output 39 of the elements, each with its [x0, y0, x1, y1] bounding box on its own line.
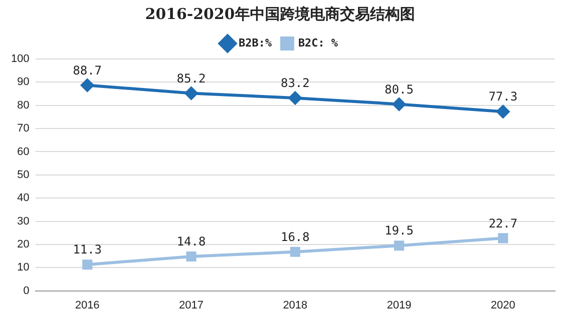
point [290, 246, 300, 257]
y-tick-label: 100 [10, 53, 30, 66]
x-tick-label: 2019 [386, 299, 412, 312]
data-label: 11.3 [72, 242, 102, 257]
x-tick-label: 2018 [282, 299, 308, 312]
data-label: 80.5 [384, 82, 414, 96]
legend-label: B2B:% [238, 36, 272, 50]
point [80, 78, 94, 92]
point [498, 233, 508, 244]
chart-title: 2016-2020年中国跨境电商交易结构图 [145, 4, 415, 23]
y-tick-label: 10 [17, 262, 30, 274]
y-tick-label: 70 [17, 122, 30, 135]
x-tick-label: 2016 [75, 299, 100, 312]
y-tick-label: 30 [17, 215, 30, 228]
point [394, 240, 404, 251]
y-tick-label: 40 [17, 192, 30, 204]
point [184, 86, 198, 100]
x-tick-label: 2020 [490, 299, 516, 312]
data-label: 14.8 [176, 234, 206, 249]
data-label: 22.7 [488, 216, 518, 230]
point [496, 105, 510, 118]
point [82, 260, 92, 270]
point [186, 251, 196, 262]
point [392, 98, 406, 111]
data-label: 16.8 [280, 230, 310, 244]
point [288, 91, 302, 104]
y-tick-label: 20 [17, 238, 30, 250]
legend-label: B2C: % [298, 36, 338, 50]
y-tick-label: 90 [17, 76, 30, 88]
data-label: 83.2 [280, 76, 310, 90]
y-tick-label: 50 [17, 168, 30, 181]
x-tick-label: 2017 [179, 299, 204, 312]
y-tick-label: 60 [17, 146, 30, 158]
data-label: 85.2 [176, 71, 206, 86]
data-label: 88.7 [72, 63, 102, 78]
y-tick-label: 80 [17, 99, 30, 112]
data-label: 77.3 [488, 90, 518, 104]
y-tick-label: 0 [23, 284, 30, 297]
data-label: 19.5 [384, 224, 414, 238]
